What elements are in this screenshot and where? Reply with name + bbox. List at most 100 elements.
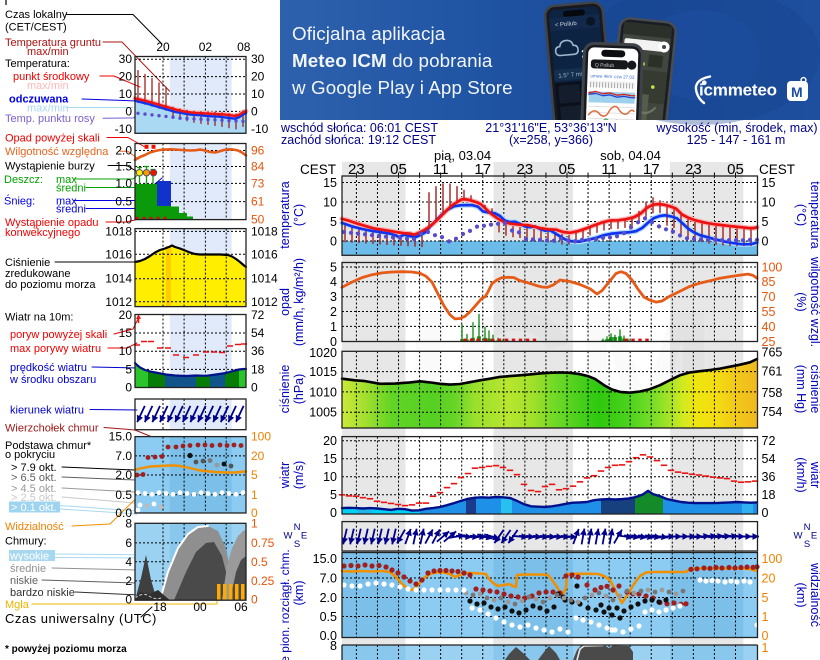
svg-text:Q Pollub: Q Pollub	[595, 62, 615, 69]
svg-text:10: 10	[762, 195, 776, 209]
svg-text:-10: -10	[251, 122, 269, 136]
svg-text:S: S	[294, 539, 300, 550]
svg-text:36: 36	[762, 470, 776, 484]
svg-text:Temperatura:: Temperatura:	[5, 58, 70, 70]
svg-text:100: 100	[762, 552, 783, 566]
svg-text:wysokie: wysokie	[9, 550, 49, 562]
svg-text:widzialność: widzialność	[808, 562, 820, 627]
svg-text:0.0: 0.0	[115, 506, 132, 520]
svg-text:18: 18	[762, 488, 776, 502]
svg-text:17: 17	[643, 161, 660, 178]
svg-text:> 4.5 okt.: > 4.5 okt.	[11, 483, 57, 495]
svg-text:10: 10	[119, 344, 133, 358]
svg-text:E: E	[811, 531, 817, 542]
svg-text:10: 10	[119, 87, 133, 101]
svg-text:1012: 1012	[105, 295, 132, 309]
svg-text:8: 8	[125, 516, 132, 530]
svg-text:N: N	[804, 522, 811, 533]
svg-text:Czas uniwersalny (UTC): Czas uniwersalny (UTC)	[5, 611, 157, 626]
svg-text:(°C): (°C)	[292, 204, 306, 226]
svg-text:W: W	[284, 531, 293, 542]
svg-text:11: 11	[433, 161, 449, 178]
svg-text:2.0: 2.0	[115, 468, 132, 482]
svg-text:(km/h): (km/h)	[794, 457, 808, 492]
svg-text:0.75: 0.75	[251, 536, 275, 550]
svg-text:10: 10	[323, 470, 337, 484]
svg-text:30: 30	[119, 52, 133, 66]
svg-text:zredukowane: zredukowane	[5, 268, 70, 280]
svg-text:0: 0	[330, 234, 337, 248]
svg-text:23: 23	[685, 161, 702, 178]
svg-text:Opad powyżej skali: Opad powyżej skali	[5, 132, 100, 144]
svg-text:(mm Hg): (mm Hg)	[794, 365, 808, 414]
svg-text:(°C): (°C)	[794, 204, 808, 226]
svg-text:3: 3	[330, 290, 337, 304]
svg-text:(CET/CEST): (CET/CEST)	[5, 21, 67, 33]
svg-text:Śnieg:: Śnieg:	[4, 194, 35, 207]
svg-text:czw 27.03: czw 27.03	[614, 74, 635, 80]
svg-text:0.5: 0.5	[115, 195, 132, 209]
svg-text:5: 5	[251, 468, 258, 482]
svg-text:w środku obszaru: w środku obszaru	[9, 374, 96, 386]
svg-text:Wierzchołek chmur: Wierzchołek chmur	[5, 422, 99, 434]
svg-text:Wystąpienie opadu: Wystąpienie opadu	[5, 217, 98, 229]
svg-text:0: 0	[251, 380, 258, 394]
svg-text:Podstawa chmur*: Podstawa chmur*	[5, 440, 92, 452]
svg-text:20: 20	[119, 308, 133, 322]
svg-text:prędkość wiatru: prędkość wiatru	[10, 362, 87, 374]
svg-text:1: 1	[251, 488, 258, 502]
svg-text:05: 05	[727, 161, 744, 178]
svg-text:pią, 03.04: pią, 03.04	[434, 148, 491, 163]
svg-text:10: 10	[323, 195, 337, 209]
svg-text:96: 96	[251, 144, 265, 158]
svg-text:średni: średni	[56, 203, 86, 215]
svg-text:50: 50	[251, 213, 265, 227]
svg-text:Ciśnienie: Ciśnienie	[5, 257, 50, 269]
svg-text:85: 85	[762, 275, 776, 289]
svg-text:0: 0	[125, 104, 132, 118]
svg-text:wiatr: wiatr	[278, 462, 292, 489]
svg-text:wilgotność wzgl.: wilgotność wzgl.	[808, 256, 820, 347]
svg-text:06: 06	[234, 600, 248, 614]
svg-text:100: 100	[251, 430, 271, 444]
svg-text:ciśnienie: ciśnienie	[808, 365, 820, 414]
svg-text:0: 0	[251, 593, 258, 607]
svg-text:wysokość (min, środek, max): wysokość (min, środek, max)	[655, 121, 817, 135]
svg-text:2.0: 2.0	[115, 144, 132, 158]
svg-text:odczuwana: odczuwana	[9, 94, 69, 106]
svg-text:W: W	[794, 531, 803, 542]
svg-text:54: 54	[762, 452, 776, 466]
svg-text:30: 30	[251, 52, 265, 66]
svg-text:w Google Play i App Store: w Google Play i App Store	[291, 77, 513, 98]
svg-text:20: 20	[762, 571, 776, 585]
svg-text:> 7.9 okt.: > 7.9 okt.	[11, 462, 57, 474]
svg-text:754: 754	[762, 405, 783, 419]
svg-text:1010: 1010	[309, 385, 337, 399]
svg-text:125 - 147 - 161 m: 125 - 147 - 161 m	[687, 133, 786, 147]
svg-text:umwe 4km: umwe 4km	[590, 73, 612, 79]
svg-text:1016: 1016	[251, 247, 278, 261]
svg-text:5: 5	[125, 362, 132, 376]
svg-text:do poziomu morza: do poziomu morza	[5, 279, 96, 291]
svg-text:0: 0	[251, 506, 258, 520]
svg-text:18: 18	[251, 362, 265, 376]
svg-text:73: 73	[251, 176, 265, 190]
svg-text:S: S	[804, 539, 810, 550]
svg-text:E: E	[301, 531, 307, 542]
svg-text:> 6.5 okt.: > 6.5 okt.	[11, 472, 57, 484]
svg-text:15.0: 15.0	[109, 430, 133, 444]
svg-text:opad: opad	[278, 288, 292, 316]
svg-text:1.0: 1.0	[115, 176, 132, 190]
svg-text:1005: 1005	[309, 406, 337, 420]
svg-text:> 2.5 okt.: > 2.5 okt.	[11, 492, 57, 504]
svg-text:0: 0	[251, 104, 258, 118]
svg-text:15: 15	[119, 326, 133, 340]
svg-text:8: 8	[330, 639, 337, 653]
svg-text:Temperatura gruntu: Temperatura gruntu	[5, 37, 101, 49]
svg-text:0: 0	[330, 335, 337, 349]
svg-text:758: 758	[762, 386, 783, 400]
svg-text:0: 0	[762, 629, 769, 643]
svg-text:kierunek wiatru: kierunek wiatru	[10, 404, 84, 416]
svg-text:Wystąpienie burzy: Wystąpienie burzy	[5, 160, 95, 172]
svg-text:55: 55	[762, 305, 776, 319]
